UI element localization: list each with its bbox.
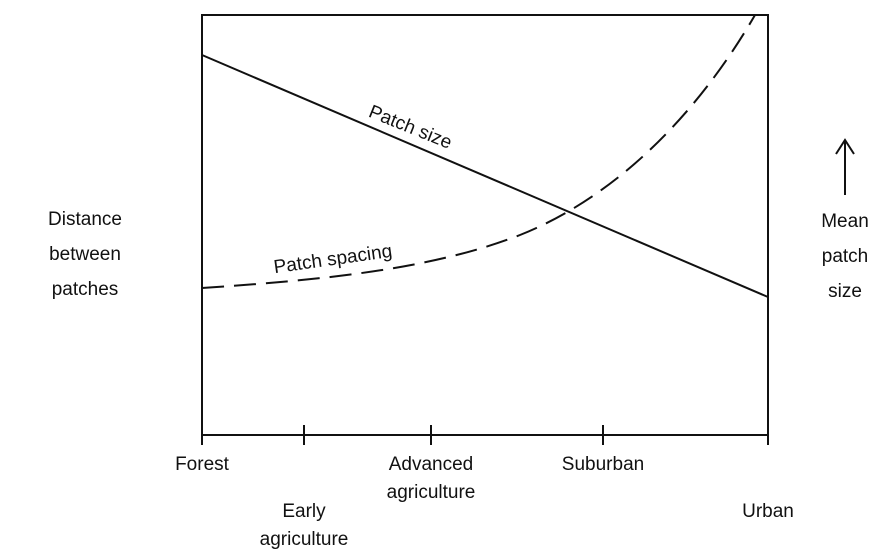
stage-label: Advanced xyxy=(389,454,474,475)
right-label: Mean xyxy=(821,211,869,232)
stage-label: agriculture xyxy=(387,482,476,503)
right-label: patch xyxy=(822,246,868,267)
stage-label: Urban xyxy=(742,501,794,522)
stage-label: Forest xyxy=(175,454,230,475)
labels: Distance between patches Mean patch size Fores… xyxy=(48,209,869,550)
curve-label: Patch size xyxy=(366,101,455,153)
patch-spacing-curve xyxy=(201,14,756,289)
left-label: between xyxy=(49,244,121,265)
stage-label: agriculture xyxy=(260,529,349,550)
left-label: Distance xyxy=(48,209,122,230)
right-label: size xyxy=(828,281,862,302)
arrow-head xyxy=(835,138,855,155)
stage-label: Suburban xyxy=(562,454,644,475)
stage-label: Early xyxy=(282,501,326,522)
left-label: patches xyxy=(52,279,119,300)
ticks xyxy=(201,425,769,445)
patch-size-line xyxy=(201,54,769,298)
curve-label: Patch spacing xyxy=(272,241,393,278)
plot-frame xyxy=(201,14,769,436)
